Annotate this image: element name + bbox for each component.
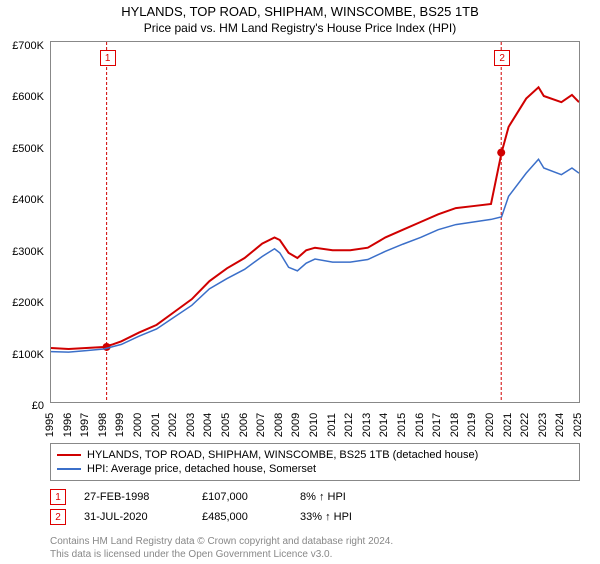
footer-line: Contains HM Land Registry data © Crown c… [50,535,580,548]
x-tick-label: 1998 [97,413,109,437]
x-tick-label: 2024 [554,413,566,437]
x-tick-label: 2008 [273,413,285,437]
chart-subtitle: Price paid vs. HM Land Registry's House … [0,21,600,35]
x-tick-label: 2004 [202,413,214,437]
annotation-price: £485,000 [202,511,282,523]
y-tick-label: £600K [12,91,44,103]
y-tick-label: £100K [12,349,44,361]
x-tick-label: 2022 [519,413,531,437]
x-tick-label: 2013 [361,413,373,437]
chart-svg [51,42,579,402]
y-tick-label: £200K [12,297,44,309]
y-tick-label: £300K [12,246,44,258]
x-axis: 1995199619971998199920002001200220032004… [50,403,580,443]
footer: Contains HM Land Registry data © Crown c… [50,535,580,561]
x-tick-label: 2001 [150,413,162,437]
y-tick-label: £400K [12,194,44,206]
x-tick-label: 2016 [414,413,426,437]
annotation-date: 31-JUL-2020 [84,511,184,523]
x-tick-label: 2021 [502,413,514,437]
legend-swatch [57,454,81,456]
plot-area: 12 [50,41,580,403]
annotation-date: 27-FEB-1998 [84,491,184,503]
x-tick-label: 2005 [220,413,232,437]
x-tick-label: 1996 [62,413,74,437]
chart-container: HYLANDS, TOP ROAD, SHIPHAM, WINSCOMBE, B… [0,4,600,564]
x-tick-label: 2002 [167,413,179,437]
x-tick-label: 1997 [79,413,91,437]
x-tick-label: 1999 [114,413,126,437]
legend: HYLANDS, TOP ROAD, SHIPHAM, WINSCOMBE, B… [50,443,580,481]
x-tick-label: 2006 [238,413,250,437]
annotation-row: 1 27-FEB-1998 £107,000 8% ↑ HPI [50,487,580,507]
x-tick-label: 2023 [537,413,549,437]
annotation-marker: 1 [50,489,66,505]
x-tick-label: 2020 [484,413,496,437]
x-tick-label: 2003 [185,413,197,437]
marker-label: 1 [100,50,116,66]
x-tick-label: 1995 [44,413,56,437]
legend-row: HPI: Average price, detached house, Some… [57,462,573,476]
marker-label: 2 [494,50,510,66]
x-tick-label: 2018 [449,413,461,437]
annotation-marker: 2 [50,509,66,525]
x-tick-label: 2007 [255,413,267,437]
x-tick-label: 2000 [132,413,144,437]
x-tick-label: 2014 [378,413,390,437]
x-tick-label: 2012 [343,413,355,437]
x-tick-label: 2019 [466,413,478,437]
annotation-row: 2 31-JUL-2020 £485,000 33% ↑ HPI [50,507,580,527]
annotation-pct: 8% ↑ HPI [300,491,346,503]
x-tick-label: 2025 [572,413,584,437]
y-tick-label: £0 [32,400,44,412]
annotation-price: £107,000 [202,491,282,503]
chart-title: HYLANDS, TOP ROAD, SHIPHAM, WINSCOMBE, B… [0,4,600,19]
y-axis: £0£100K£200K£300K£400K£500K£600K£700K [0,46,48,406]
legend-label: HPI: Average price, detached house, Some… [87,463,316,475]
legend-row: HYLANDS, TOP ROAD, SHIPHAM, WINSCOMBE, B… [57,448,573,462]
legend-label: HYLANDS, TOP ROAD, SHIPHAM, WINSCOMBE, B… [87,449,478,461]
x-tick-label: 2011 [326,413,338,437]
annotations-table: 1 27-FEB-1998 £107,000 8% ↑ HPI 2 31-JUL-2020… [50,487,580,527]
x-tick-label: 2009 [290,413,302,437]
y-tick-label: £700K [12,40,44,52]
x-tick-label: 2015 [396,413,408,437]
annotation-pct: 33% ↑ HPI [300,511,352,523]
x-tick-label: 2017 [431,413,443,437]
legend-swatch [57,468,81,470]
x-tick-label: 2010 [308,413,320,437]
footer-line: This data is licensed under the Open Gov… [50,548,580,561]
y-tick-label: £500K [12,143,44,155]
